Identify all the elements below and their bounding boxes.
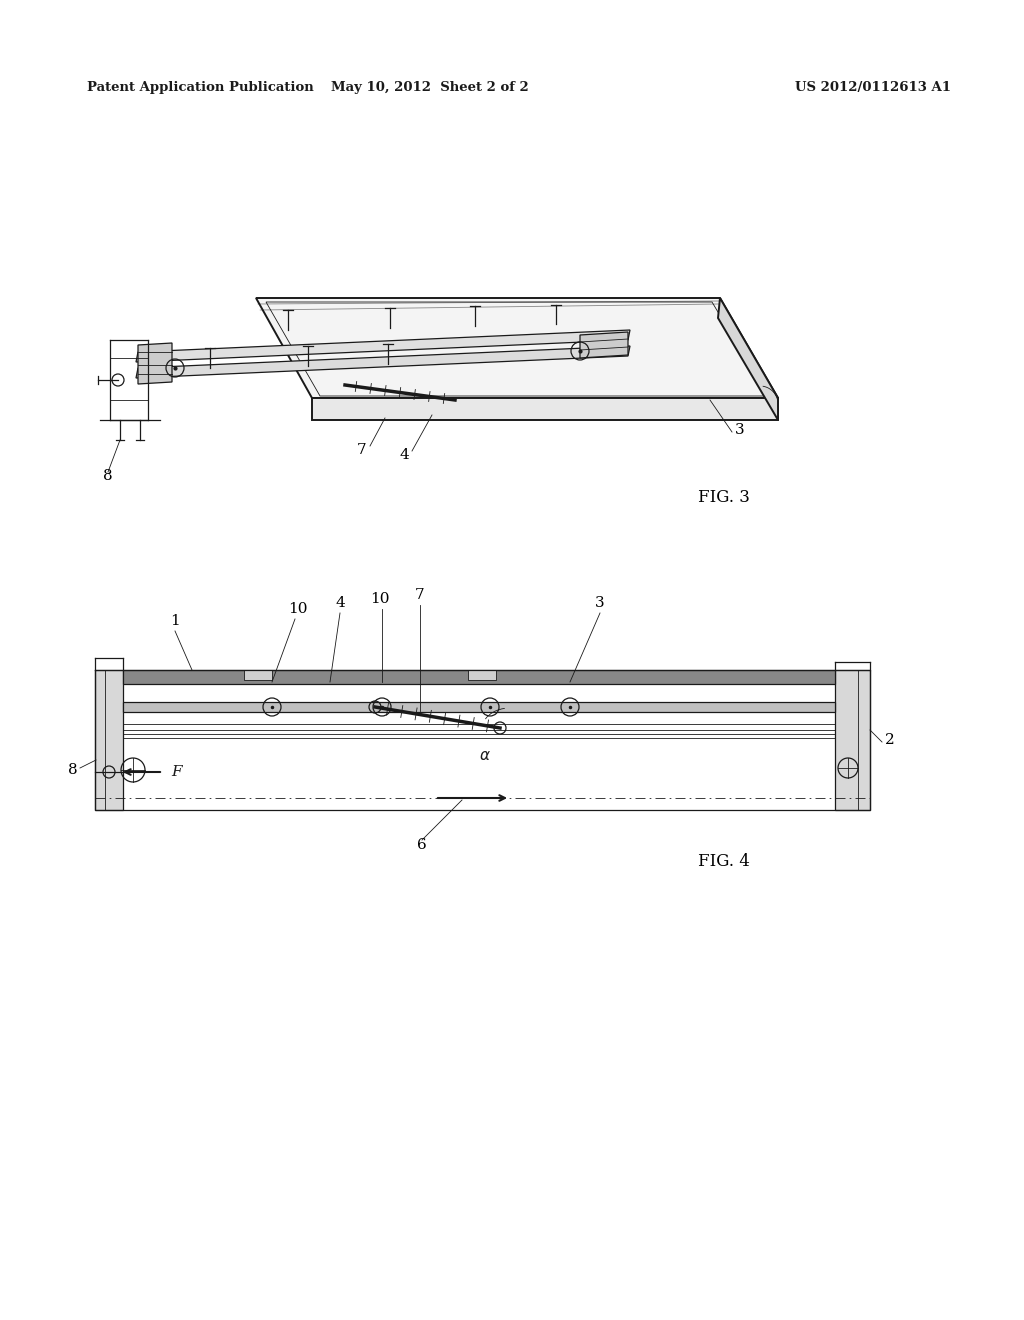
- Text: FIG. 4: FIG. 4: [698, 854, 750, 870]
- Text: Patent Application Publication: Patent Application Publication: [87, 82, 313, 95]
- Text: 1: 1: [170, 614, 180, 628]
- Text: 6: 6: [417, 838, 427, 851]
- Text: 3: 3: [595, 597, 605, 610]
- Text: 7: 7: [415, 587, 425, 602]
- Text: 8: 8: [69, 763, 78, 777]
- Text: $\alpha$: $\alpha$: [479, 748, 490, 763]
- Bar: [835, 671, 870, 810]
- Text: F: F: [171, 766, 181, 779]
- Polygon shape: [136, 346, 630, 378]
- Text: 7: 7: [357, 444, 367, 457]
- Text: 4: 4: [399, 447, 409, 462]
- Text: 10: 10: [288, 602, 308, 616]
- Polygon shape: [718, 298, 778, 420]
- Polygon shape: [256, 298, 778, 399]
- Bar: [468, 671, 496, 680]
- Text: 4: 4: [335, 597, 345, 610]
- Text: FIG. 3: FIG. 3: [698, 490, 750, 507]
- Bar: [123, 702, 835, 711]
- Text: US 2012/0112613 A1: US 2012/0112613 A1: [795, 82, 951, 95]
- Text: 2: 2: [885, 733, 895, 747]
- Polygon shape: [136, 330, 630, 362]
- Polygon shape: [580, 333, 628, 358]
- Text: 10: 10: [371, 591, 390, 606]
- Text: 3: 3: [735, 422, 744, 437]
- Bar: [95, 671, 123, 810]
- Text: 8: 8: [103, 469, 113, 483]
- Bar: [244, 671, 272, 680]
- Bar: [123, 671, 835, 684]
- Polygon shape: [138, 343, 172, 384]
- Polygon shape: [312, 399, 778, 420]
- Text: May 10, 2012  Sheet 2 of 2: May 10, 2012 Sheet 2 of 2: [331, 82, 528, 95]
